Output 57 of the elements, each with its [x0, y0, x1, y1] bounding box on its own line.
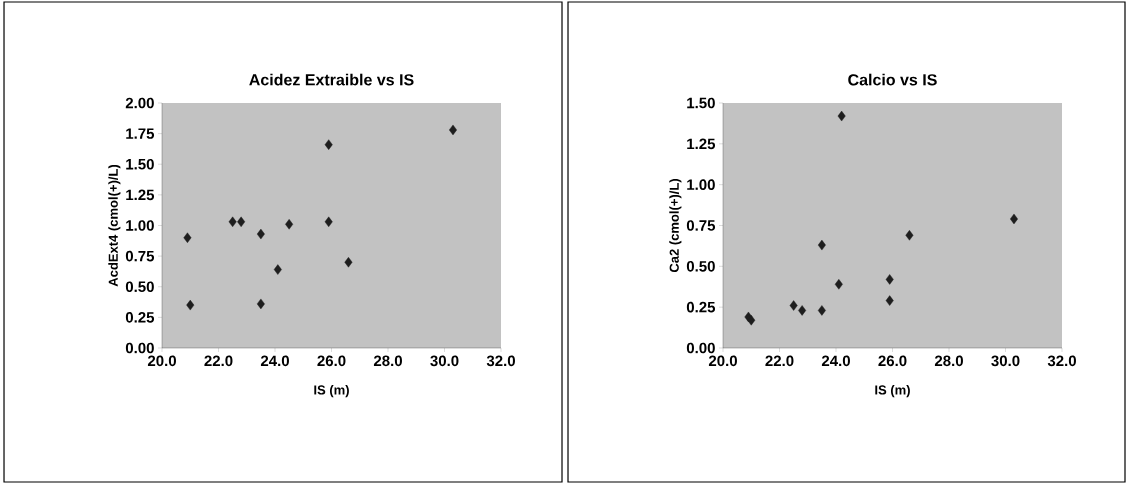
x-axis-title: IS (m) — [314, 385, 349, 398]
y-tick-label: 0.75 — [125, 250, 155, 262]
x-tick-label: 28.0 — [373, 355, 402, 367]
point — [183, 232, 192, 243]
x-tick-label: 24.0 — [260, 355, 289, 367]
point — [747, 315, 756, 326]
x-tick-label: 20.0 — [708, 355, 737, 367]
x-tick-label: 32.0 — [1047, 355, 1076, 367]
chart-title: Calcio vs IS — [848, 73, 937, 86]
y-axis-title: Ca2 (cmol(+)/L) — [669, 179, 682, 273]
y-tick-label: 1.50 — [126, 158, 154, 170]
y-tick-label: 0.25 — [125, 312, 155, 323]
point — [256, 228, 265, 240]
y-axis-title: AcdExt4 (cmol(+)/L) — [108, 164, 121, 287]
x-tick-label: 32.0 — [486, 355, 515, 367]
y-tick-label: 0.00 — [125, 342, 154, 354]
x-tick-label: 28.0 — [934, 355, 963, 367]
point — [817, 239, 826, 251]
x-axis-title: IS (m) — [875, 385, 910, 398]
point — [817, 305, 826, 316]
y-tick-label: 0.25 — [686, 301, 716, 313]
x-tick-label: 26.0 — [317, 355, 346, 367]
x-tick-label: 26.0 — [878, 355, 907, 367]
y-tick-label: 0.50 — [125, 281, 154, 293]
point — [837, 110, 846, 122]
point — [324, 216, 333, 228]
point — [186, 299, 195, 311]
point — [285, 219, 294, 230]
y-tick-label: 1.00 — [126, 220, 154, 231]
point — [344, 257, 353, 268]
x-tick-label: 24.0 — [821, 355, 850, 367]
point — [905, 230, 914, 241]
y-tick-label: 0.00 — [686, 342, 715, 354]
y-tick-label: 1.75 — [126, 128, 155, 139]
point — [798, 305, 807, 316]
x-tick-label: 30.0 — [991, 355, 1020, 367]
point — [237, 216, 246, 228]
x-tick-label: 20.0 — [147, 355, 176, 367]
point — [256, 298, 265, 310]
y-tick-label: 2.00 — [125, 97, 154, 109]
y-tick-label: 1.25 — [687, 138, 716, 150]
point — [834, 279, 843, 290]
chart-title: Acidez Extraible vs IS — [249, 73, 414, 86]
y-tick-label: 0.50 — [686, 261, 715, 272]
point — [885, 274, 894, 285]
point — [273, 264, 282, 275]
x-tick-label: 22.0 — [204, 355, 233, 367]
x-tick-label: 30.0 — [430, 355, 459, 367]
point — [885, 295, 894, 306]
point — [324, 139, 333, 150]
point — [228, 216, 237, 228]
y-tick-label: 0.75 — [686, 220, 716, 231]
point — [789, 300, 798, 311]
y-tick-label: 1.00 — [687, 179, 715, 190]
y-tick-label: 1.25 — [126, 189, 155, 201]
y-tick-label: 1.50 — [687, 97, 715, 109]
x-tick-label: 22.0 — [765, 355, 794, 367]
